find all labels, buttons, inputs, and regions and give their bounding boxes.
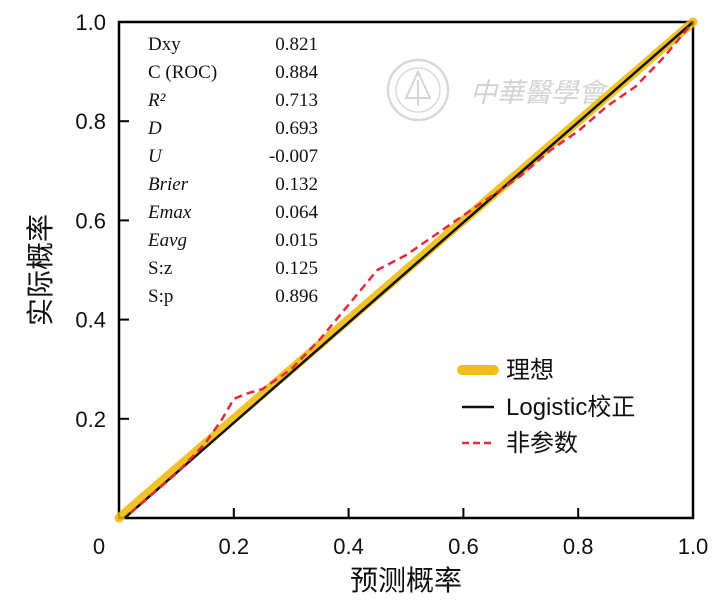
x-tick-label: 0.8	[563, 534, 594, 559]
statistic-name: U	[148, 146, 163, 167]
statistic-name: Eavg	[147, 230, 187, 251]
series-layer	[114, 17, 698, 523]
statistic-name: Emax	[147, 202, 192, 223]
statistic-name: S:z	[148, 258, 172, 279]
statistic-value: 0.132	[275, 174, 318, 195]
statistic-name: Brier	[148, 174, 189, 195]
statistic-value: 0.896	[275, 286, 318, 307]
statistic-value: 0.884	[275, 62, 318, 83]
statistic-value: 0.125	[275, 258, 318, 279]
statistic-value: -0.007	[269, 146, 318, 167]
y-tick-label: 0.6	[75, 208, 106, 233]
legend-label-2: 非参数	[506, 430, 578, 457]
y-tick-label: 1.0	[75, 10, 106, 35]
legend-label-0: 理想	[506, 357, 554, 384]
y-tick-label: 0.4	[75, 308, 106, 333]
y-axis-title: 实际概率	[24, 214, 57, 326]
society-seal-icon	[386, 58, 450, 122]
statistic-name: C (ROC)	[148, 62, 217, 83]
x-tick-label: 1.0	[678, 534, 709, 559]
series-line-1	[123, 21, 694, 519]
x-tick-label: 0.6	[448, 534, 479, 559]
statistic-name: R²	[147, 90, 166, 111]
axis-ticks: 0 0.2 0.4 0.6 0.8 1.0 0.2 0.4 0.6 0.8 1.0	[75, 10, 708, 559]
statistic-value: 0.015	[275, 230, 318, 251]
x-axis-title: 预测概率	[350, 564, 462, 597]
x-tick-label: 0.2	[219, 534, 250, 559]
y-tick-label: 0.8	[75, 109, 106, 134]
x-tick-label: 0.4	[333, 534, 364, 559]
watermark-text: 中華醫學會	[470, 78, 609, 109]
statistic-name: D	[147, 118, 162, 139]
statistic-value: 0.821	[275, 34, 318, 55]
x-tick-label: 0	[93, 534, 105, 559]
statistic-name: S:p	[148, 286, 173, 307]
statistics-table: Dxy 0.821 C (ROC) 0.884 R² 0.713 D 0.693 U -0.007…	[147, 34, 319, 307]
series-line-2	[129, 21, 694, 514]
watermark: 中華醫學會	[386, 58, 609, 122]
statistic-name: Dxy	[148, 34, 181, 55]
legend-label-1: Logistic校正	[506, 394, 635, 421]
plot-area-frame	[117, 20, 695, 520]
statistic-value: 0.064	[275, 202, 318, 223]
statistic-value: 0.713	[275, 90, 318, 111]
statistic-value: 0.693	[275, 118, 318, 139]
y-tick-label: 0.2	[75, 407, 106, 432]
